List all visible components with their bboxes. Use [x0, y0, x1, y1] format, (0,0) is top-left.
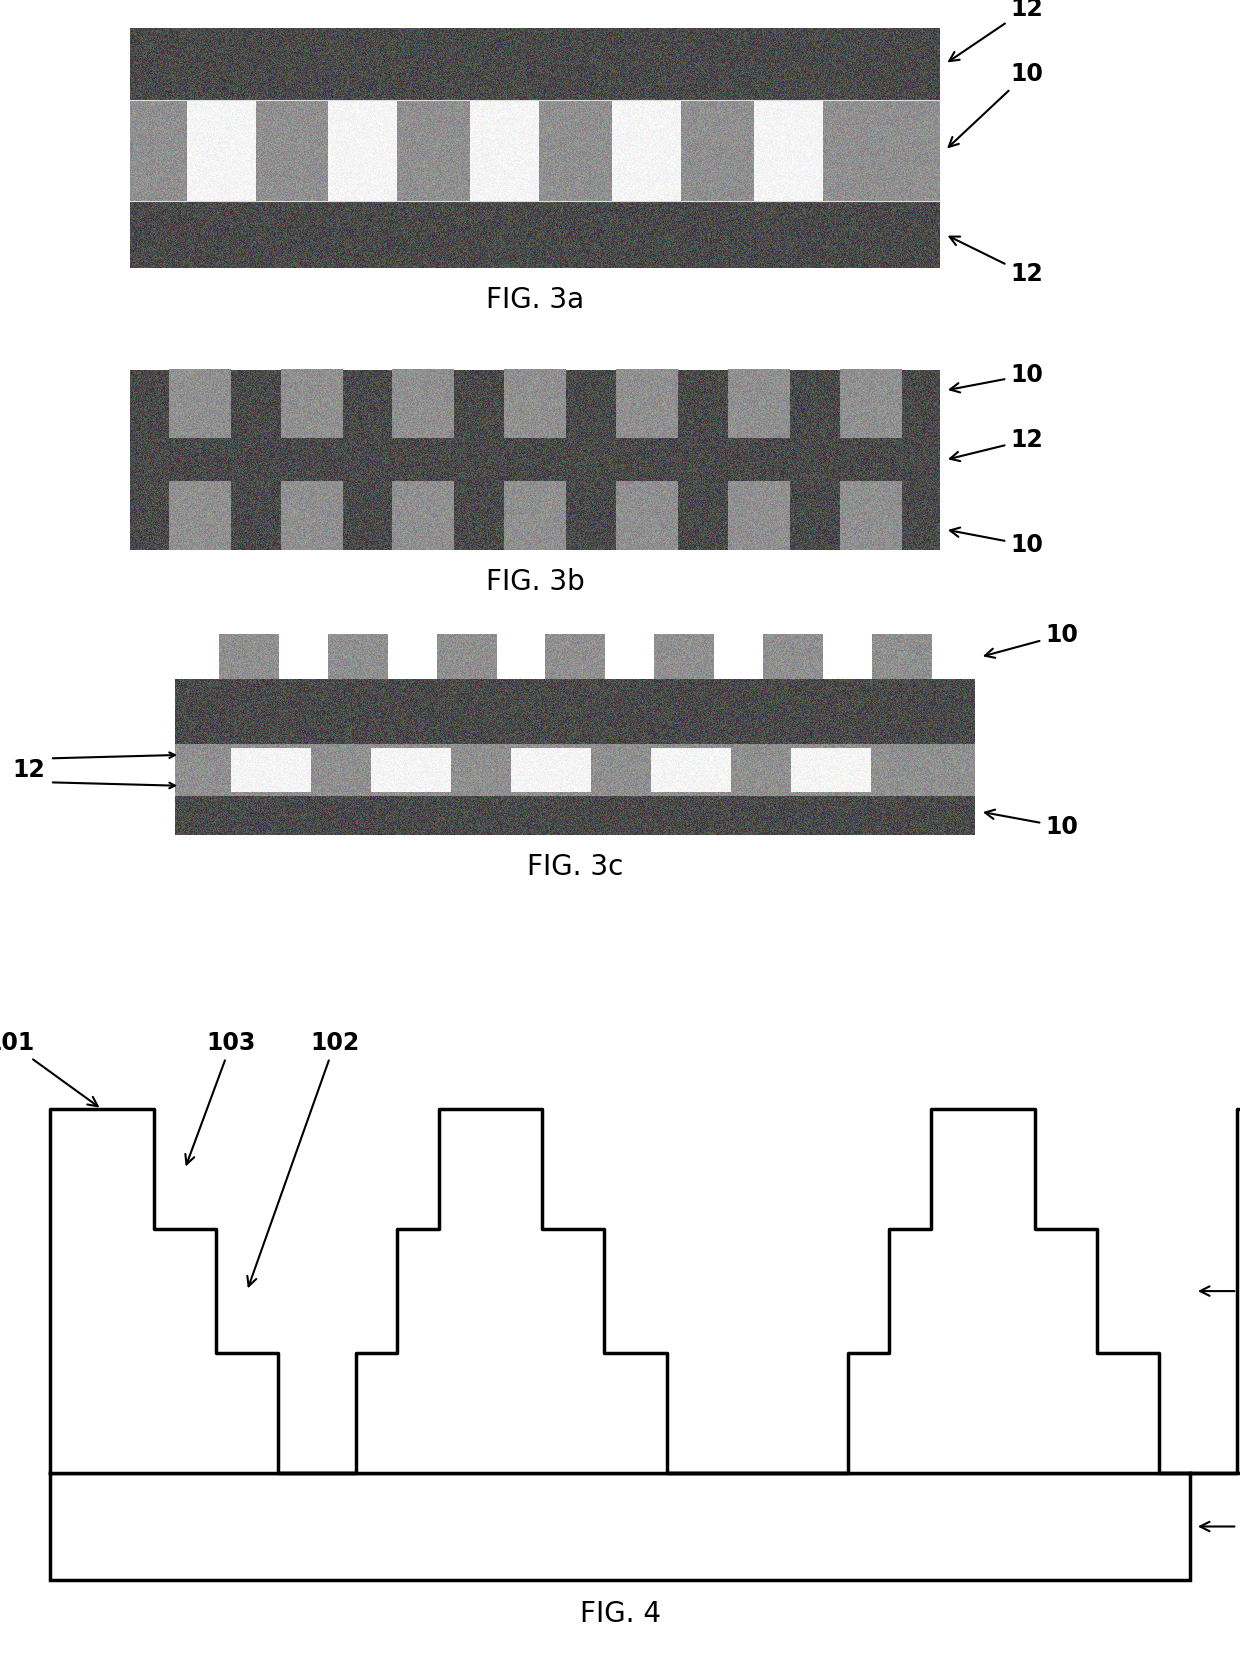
- Polygon shape: [50, 1109, 1240, 1472]
- Text: 12: 12: [950, 428, 1043, 462]
- Text: FIG. 3a: FIG. 3a: [486, 286, 584, 315]
- Bar: [50, 1472, 1190, 1579]
- Text: 101: 101: [0, 1031, 98, 1106]
- Text: 12: 12: [950, 0, 1043, 62]
- Text: 12: 12: [12, 758, 45, 783]
- Text: 10: 10: [985, 622, 1078, 657]
- Text: FIG. 4: FIG. 4: [579, 1599, 661, 1628]
- Text: 12: 12: [1200, 1514, 1240, 1539]
- Text: 10: 10: [949, 62, 1043, 147]
- Text: 10: 10: [950, 363, 1043, 393]
- Text: 10: 10: [950, 527, 1043, 557]
- Text: 10: 10: [1200, 1280, 1240, 1303]
- Text: 12: 12: [950, 236, 1043, 286]
- Text: 103: 103: [185, 1031, 255, 1164]
- Text: FIG. 3b: FIG. 3b: [486, 569, 584, 596]
- Text: 10: 10: [985, 810, 1078, 838]
- Text: 102: 102: [247, 1031, 360, 1287]
- Text: FIG. 3c: FIG. 3c: [527, 853, 624, 882]
